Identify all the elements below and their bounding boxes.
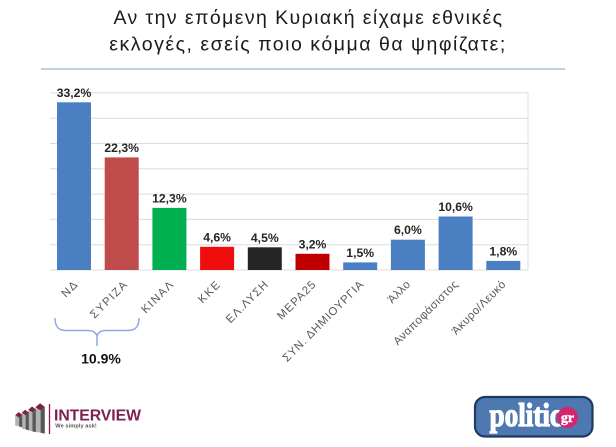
svg-text:10,6%: 10,6% — [438, 200, 473, 214]
svg-text:ΝΔ: ΝΔ — [59, 278, 81, 300]
svg-text:We simply ask!: We simply ask! — [55, 424, 97, 430]
svg-text:4,6%: 4,6% — [203, 230, 231, 244]
svg-text:6,0%: 6,0% — [394, 223, 422, 237]
svg-text:INTERVIEW: INTERVIEW — [54, 408, 141, 425]
svg-text:ΚΙΝΑΛ: ΚΙΝΑΛ — [139, 278, 177, 316]
svg-text:12,3%: 12,3% — [152, 191, 187, 205]
svg-text:22,3%: 22,3% — [104, 141, 139, 155]
svg-text:gr: gr — [561, 411, 574, 426]
svg-text:ΜΕΡΑ25: ΜΕΡΑ25 — [275, 278, 319, 322]
svg-text:3,2%: 3,2% — [299, 237, 327, 251]
svg-text:10.9%: 10.9% — [81, 351, 121, 367]
svg-text:politic: politic — [490, 398, 563, 434]
svg-text:4,5%: 4,5% — [251, 231, 279, 245]
svg-text:1,5%: 1,5% — [346, 246, 374, 260]
svg-text:33,2%: 33,2% — [57, 86, 92, 100]
svg-text:1,8%: 1,8% — [489, 244, 517, 258]
svg-text:ΚΚΕ: ΚΚΕ — [196, 278, 224, 306]
svg-text:ΣΥΝ. ΔΗΜΙΟΥΡΓΙΑ: ΣΥΝ. ΔΗΜΙΟΥΡΓΙΑ — [281, 278, 367, 364]
svg-text:εκλογές, εσείς ποιο κόμμα θα ψ: εκλογές, εσείς ποιο κόμμα θα ψηφίζατε; — [109, 33, 505, 55]
svg-text:Άλλο: Άλλο — [386, 278, 414, 306]
svg-text:ΕΛ.ΛΥΣΗ: ΕΛ.ΛΥΣΗ — [224, 278, 271, 325]
svg-text:ΣΥΡΙΖΑ: ΣΥΡΙΖΑ — [88, 278, 131, 321]
svg-text:Αν την επόμενη Κυριακή είχαμε: Αν την επόμενη Κυριακή είχαμε εθνικές — [114, 7, 503, 29]
